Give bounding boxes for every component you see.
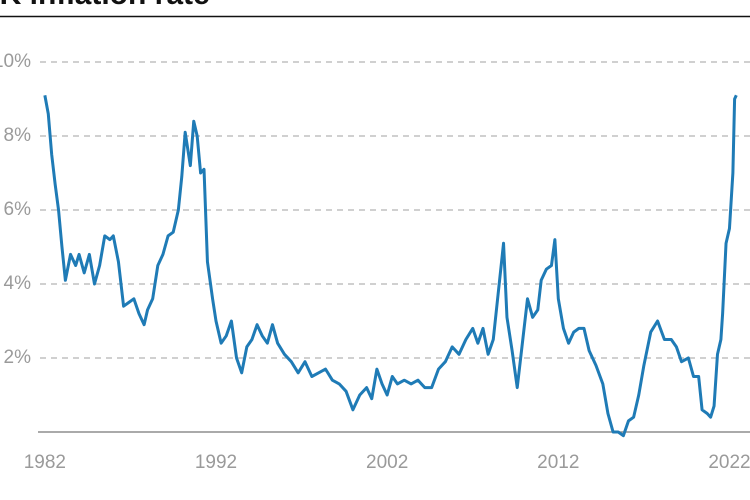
- inflation-line: [43, 94, 738, 438]
- x-tick-label: 2022: [708, 452, 750, 473]
- chart-title: UK inflation rate: [0, 0, 210, 11]
- x-tick-label: 2012: [537, 452, 579, 473]
- y-tick-label: 10%: [0, 51, 31, 72]
- x-tick-label: 2002: [366, 452, 408, 473]
- x-tick-label: 1982: [24, 452, 66, 473]
- y-tick-label: 4%: [4, 273, 32, 294]
- y-tick-label: 6%: [4, 199, 32, 220]
- y-tick-label: 8%: [4, 125, 32, 146]
- x-tick-label: 1992: [195, 452, 237, 473]
- y-tick-label: 2%: [4, 347, 32, 368]
